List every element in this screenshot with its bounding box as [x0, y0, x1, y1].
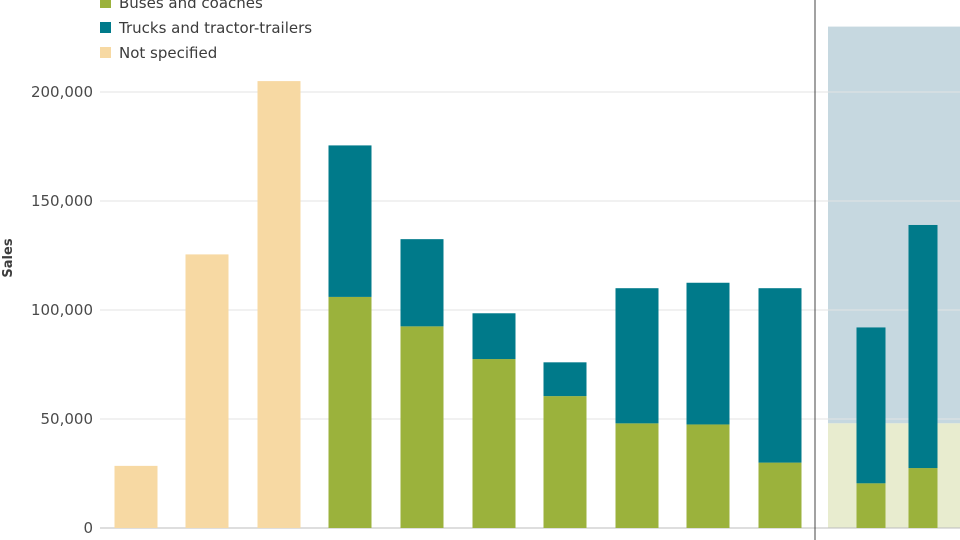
bar-buses-2018	[400, 326, 444, 528]
legend-swatch-trucks	[100, 22, 111, 33]
y-tick-label: 100,000	[31, 301, 93, 319]
x-tick-label: 2018	[401, 538, 443, 540]
bar-trucks-Q4	[908, 224, 938, 469]
x-tick-label: 2017	[329, 538, 371, 540]
y-tick-label: 50,000	[41, 410, 94, 428]
x-tick-label: Q4	[911, 538, 934, 540]
bar-buses-2019	[472, 359, 516, 528]
bar-trucks-2019	[472, 313, 516, 360]
x-tick-label: Q1–Q3	[844, 538, 898, 540]
y-tick-label: 0	[83, 519, 93, 537]
y-tick-label: 200,000	[31, 83, 93, 101]
legend-swatch-buses	[100, 0, 111, 8]
bar-buses-2017	[328, 296, 372, 528]
legend-item-trucks: Trucks and tractor-trailers	[100, 15, 312, 40]
y-tick-label: 150,000	[31, 192, 93, 210]
forecast-band-lower	[828, 423, 960, 528]
bar-buses-2020	[543, 396, 587, 528]
x-tick-labels: 2014 2015 2016 2017 2018 2019 2020 2021 2022 2023…	[115, 538, 934, 540]
bar-buses-2021	[615, 423, 659, 528]
bar-trucks-2020	[543, 362, 587, 397]
bars	[114, 81, 938, 528]
forecast-band-upper	[828, 26, 960, 424]
bar-trucks-2022	[686, 282, 730, 425]
x-tick-label: 2021	[616, 538, 658, 540]
x-tick-label: 2022	[687, 538, 729, 540]
legend-label-buses: Buses and coaches	[119, 0, 263, 12]
x-tick-label: 2016	[258, 538, 300, 540]
legend-swatch-not-specified	[100, 47, 111, 58]
legend-label-trucks: Trucks and tractor-trailers	[119, 18, 313, 37]
bar-buses-2023	[758, 462, 802, 528]
x-tick-label: 2014	[115, 538, 157, 540]
bar-not-specified-2015	[185, 254, 229, 528]
bar-trucks-2018	[400, 239, 444, 327]
forecast-band	[828, 26, 960, 528]
legend-item-buses: Buses and coaches	[100, 0, 312, 15]
bar-not-specified-2016	[257, 81, 301, 528]
x-tick-label: 2023	[759, 538, 801, 540]
bar-trucks-Q1–Q3	[856, 327, 886, 484]
x-tick-label: 2019	[473, 538, 515, 540]
bar-buses-Q1–Q3	[856, 483, 886, 528]
bar-trucks-2023	[758, 288, 802, 463]
x-tick-label: 2020	[544, 538, 586, 540]
legend-label-not-specified: Not specified	[119, 43, 218, 62]
bar-buses-Q4	[908, 468, 938, 528]
bar-trucks-2021	[615, 288, 659, 424]
x-tick-label: 2015	[186, 538, 228, 540]
legend: Buses and coaches Trucks and tractor-tra…	[100, 0, 312, 65]
gridlines	[100, 91, 960, 529]
y-axis-label: Sales	[1, 238, 16, 277]
legend-item-not-specified: Not specified	[100, 40, 312, 65]
bar-buses-2022	[686, 424, 730, 528]
bar-trucks-2017	[328, 145, 372, 297]
y-tick-labels: 0 50,000 100,000 150,000 200,000	[31, 83, 93, 537]
bar-not-specified-2014	[114, 465, 158, 528]
